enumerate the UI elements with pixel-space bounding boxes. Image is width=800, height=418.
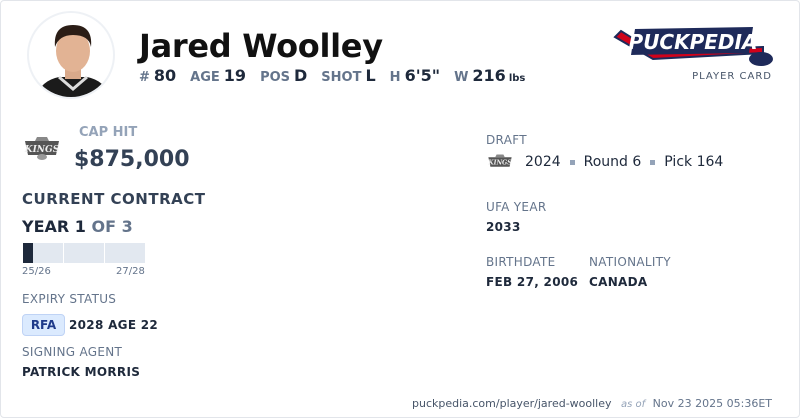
draft-pick: Pick 164: [664, 154, 724, 170]
player-card-subtitle: PLAYER CARD: [692, 71, 772, 82]
draft-info: 2024 Round 6 Pick 164: [525, 154, 723, 170]
draft-label: DRAFT: [486, 133, 527, 147]
separator-icon: [569, 159, 575, 165]
height-label: H: [389, 70, 401, 85]
svg-text:KINGS: KINGS: [487, 160, 512, 167]
height-value: 6'5": [404, 66, 441, 85]
signing-agent-label: SIGNING AGENT: [22, 345, 123, 359]
puckpedia-logo: PUCKPEDIA: [613, 23, 775, 73]
cap-hit-label: CAP HIT: [79, 125, 138, 140]
shot-value: L: [365, 66, 376, 85]
age-value: 19: [223, 66, 247, 85]
birthdate-label: BIRTHDATE: [486, 255, 556, 269]
contract-year-segment: [23, 243, 63, 263]
contract-of-label: OF 3: [91, 217, 133, 236]
player-url[interactable]: puckpedia.com/player/jared-woolley: [411, 397, 612, 410]
svg-text:KINGS: KINGS: [24, 145, 60, 155]
timestamp: Nov 23 2025 05:36ET: [652, 397, 772, 410]
expiry-status-label: EXPIRY STATUS: [22, 292, 117, 306]
footer: puckpedia.com/player/jared-woolley as of…: [412, 397, 772, 410]
shot-label: SHOT: [321, 70, 362, 85]
player-headshot-icon: [36, 25, 110, 97]
expiry-detail: 2028 AGE 22: [69, 318, 159, 332]
player-avatar: [27, 11, 115, 99]
separator-icon: [650, 159, 656, 165]
nationality-value: CANADA: [589, 275, 648, 289]
weight-label: W: [454, 70, 469, 85]
draft-team-logo-icon: KINGS: [487, 153, 513, 175]
rfa-badge: RFA: [22, 314, 65, 336]
kings-logo-icon: KINGS: [23, 135, 61, 165]
contract-year: YEAR 1 OF 3: [22, 217, 133, 236]
signing-agent-value: PATRICK MORRIS: [22, 365, 141, 379]
contract-year-label: YEAR 1: [22, 217, 86, 236]
nationality-label: NATIONALITY: [589, 255, 671, 269]
ufa-year-label: UFA YEAR: [486, 200, 547, 214]
age-label: AGE: [190, 70, 220, 85]
position-label: POS: [260, 70, 291, 85]
draft-round: Round 6: [583, 154, 642, 170]
weight-unit: lbs: [508, 73, 526, 84]
ufa-year-value: 2033: [486, 220, 521, 234]
contract-progress-fill: [23, 243, 33, 263]
position-value: D: [294, 66, 308, 85]
contract-end-season: 27/28: [116, 266, 145, 277]
number-label: #: [139, 70, 150, 85]
player-stats: #80 AGE 19 POS D SHOT L H 6'5" W 216 lbs: [139, 66, 525, 85]
as-of-label: as of: [621, 399, 646, 410]
player-name: Jared Woolley: [139, 27, 383, 65]
contract-year-segment: [64, 243, 104, 263]
puckpedia-logo-text: PUCKPEDIA: [629, 30, 758, 54]
contract-start-season: 25/26: [22, 266, 51, 277]
current-contract-title: CURRENT CONTRACT: [22, 190, 206, 208]
weight-value: 216: [472, 66, 506, 85]
contract-year-segment: [105, 243, 145, 263]
birthdate-value: FEB 27, 2006: [486, 275, 579, 289]
number-value: 80: [153, 66, 177, 85]
cap-hit-value: $875,000: [74, 147, 190, 172]
draft-year: 2024: [525, 154, 561, 170]
